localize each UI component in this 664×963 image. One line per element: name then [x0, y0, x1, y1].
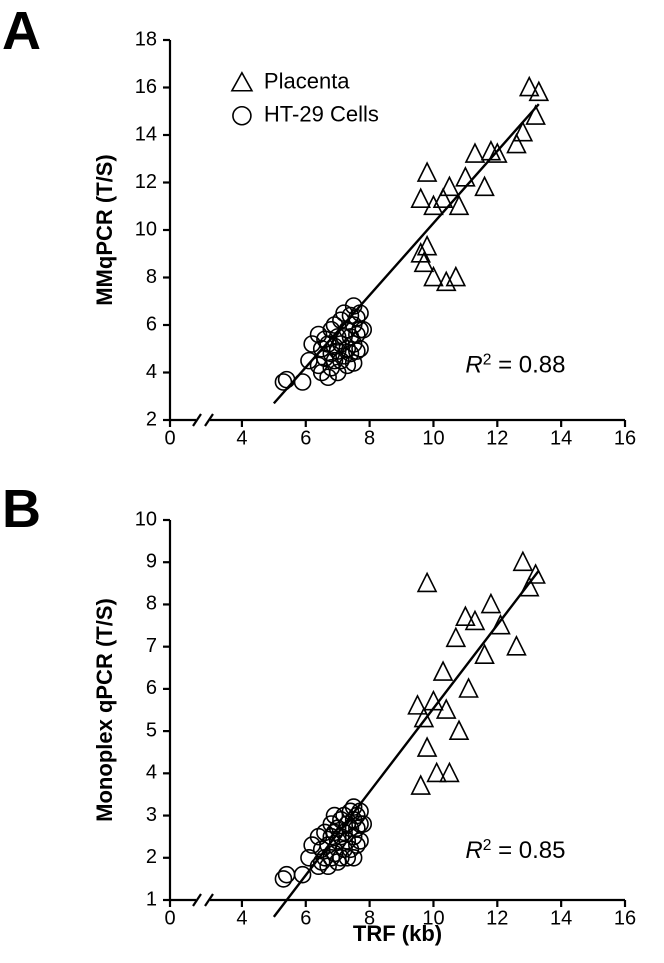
- y-axis-label: MMqPCR (T/S): [92, 154, 117, 306]
- y-tick-label: 6: [146, 677, 157, 699]
- x-tick-label: 0: [164, 908, 175, 930]
- legend-marker-triangle: [232, 73, 252, 91]
- marker-triangle: [434, 662, 452, 680]
- y-tick-label: 16: [135, 76, 157, 98]
- marker-triangle: [450, 196, 468, 214]
- y-tick-label: 8: [146, 266, 157, 288]
- figure-root: A B 24681012141618046810121416MMqPCR (T/…: [0, 0, 664, 963]
- panel-A: 2 4 6 8 10 12 14 16 18 0 4 6 8 10 12 14 16 MMqPCR (T/S) Pl…: [92, 28, 636, 449]
- x-tick-label: 0: [164, 428, 175, 450]
- charts-svg: 24681012141618046810121416MMqPCR (T/S)Pl…: [0, 0, 664, 963]
- marker-triangle: [476, 177, 494, 195]
- panel-B: 12345678910046810121416Monoplex qPCR (T/…: [92, 508, 636, 946]
- marker-triangle: [418, 573, 436, 591]
- marker-triangle: [424, 196, 442, 214]
- marker-triangle: [514, 552, 532, 570]
- y-tick-label: 2: [146, 846, 157, 868]
- marker-circle: [295, 374, 311, 390]
- r-squared-annotation: R2 = 0.85: [465, 837, 565, 864]
- legend-marker-circle: [233, 107, 251, 125]
- legend-label: Placenta: [264, 69, 350, 94]
- x-tick-label: 6: [300, 908, 311, 930]
- y-tick-label: 9: [146, 551, 157, 573]
- x-tick-label: 12: [486, 428, 508, 450]
- y-tick-label: 3: [146, 804, 157, 826]
- marker-triangle: [507, 637, 525, 655]
- y-tick-label: 2: [146, 408, 157, 430]
- marker-triangle: [424, 268, 442, 286]
- marker-circle: [301, 353, 317, 369]
- y-tick-label: 4: [146, 361, 157, 383]
- x-tick-label: 16: [614, 908, 636, 930]
- marker-triangle: [418, 738, 436, 756]
- y-tick-label: 8: [146, 593, 157, 615]
- y-tick-label: 10: [135, 508, 157, 530]
- x-tick-label: 4: [236, 908, 247, 930]
- y-tick-label: 10: [135, 218, 157, 240]
- x-tick-label: 16: [614, 428, 636, 450]
- y-tick-label: 6: [146, 313, 157, 335]
- marker-triangle: [428, 763, 446, 781]
- marker-triangle: [409, 696, 427, 714]
- marker-triangle: [447, 268, 465, 286]
- y-axis-label: Monoplex qPCR (T/S): [92, 598, 117, 822]
- y-tick-label: 7: [146, 635, 157, 657]
- marker-triangle: [492, 616, 510, 634]
- marker-triangle: [412, 776, 430, 794]
- x-tick-label: 6: [300, 428, 311, 450]
- x-tick-label: 8: [364, 428, 375, 450]
- y-tick-label: 12: [135, 171, 157, 193]
- y-tick-label: 1: [146, 888, 157, 910]
- marker-triangle: [418, 163, 436, 181]
- y-tick-label: 18: [135, 28, 157, 50]
- legend-label: HT-29 Cells: [264, 102, 379, 127]
- panel-a-label: A: [2, 0, 41, 62]
- x-tick-label: 14: [550, 428, 572, 450]
- x-tick-label: 4: [236, 428, 247, 450]
- marker-triangle: [456, 168, 474, 186]
- marker-circle: [279, 867, 295, 883]
- panel-b-label: B: [2, 478, 41, 540]
- x-axis-label: TRF (kb): [353, 921, 442, 946]
- marker-triangle: [520, 78, 538, 96]
- marker-triangle: [450, 721, 468, 739]
- marker-triangle: [514, 123, 532, 141]
- marker-triangle: [460, 679, 478, 697]
- x-tick-label: 14: [550, 908, 572, 930]
- marker-triangle: [482, 595, 500, 613]
- y-tick-label: 5: [146, 719, 157, 741]
- x-tick-label: 10: [422, 428, 444, 450]
- y-tick-label: 4: [146, 762, 157, 784]
- marker-triangle: [447, 628, 465, 646]
- marker-triangle: [412, 189, 430, 207]
- marker-circle: [275, 871, 291, 887]
- y-tick-label: 14: [135, 123, 157, 145]
- x-tick-label: 12: [486, 908, 508, 930]
- marker-triangle: [440, 763, 458, 781]
- r-squared-annotation: R2 = 0.88: [465, 352, 565, 379]
